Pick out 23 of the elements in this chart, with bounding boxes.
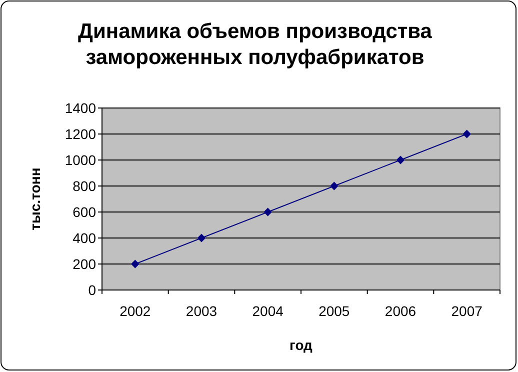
- x-tick-label: 2003: [186, 303, 218, 319]
- y-tick-label: 600: [72, 204, 96, 220]
- point: [396, 156, 404, 164]
- x-axis-title: год: [290, 337, 313, 353]
- y-tick-label: 1200: [64, 126, 96, 142]
- x-tick-label: 2006: [384, 303, 416, 319]
- y-tick-label: 200: [72, 256, 96, 272]
- y-tick-label: 800: [72, 178, 96, 194]
- x-tick-label: 2002: [120, 303, 151, 319]
- point: [462, 130, 471, 138]
- y-tick-label: 1400: [64, 100, 96, 116]
- y-tick-label: 1000: [64, 152, 96, 168]
- chart-title: Динамика объемов производства замороженных полуфабрикатов: [78, 20, 432, 69]
- y-tick-label: 0: [88, 282, 96, 298]
- point: [330, 182, 338, 190]
- y-axis-title: тыс.тонн: [27, 168, 43, 230]
- point: [198, 234, 206, 242]
- y-tick-label: 400: [72, 230, 96, 246]
- x-tick-label: 2007: [451, 303, 483, 319]
- point: [264, 208, 272, 216]
- x-tick-label: 2004: [252, 303, 284, 319]
- x-tick-label: 2005: [318, 303, 350, 319]
- point: [131, 260, 140, 268]
